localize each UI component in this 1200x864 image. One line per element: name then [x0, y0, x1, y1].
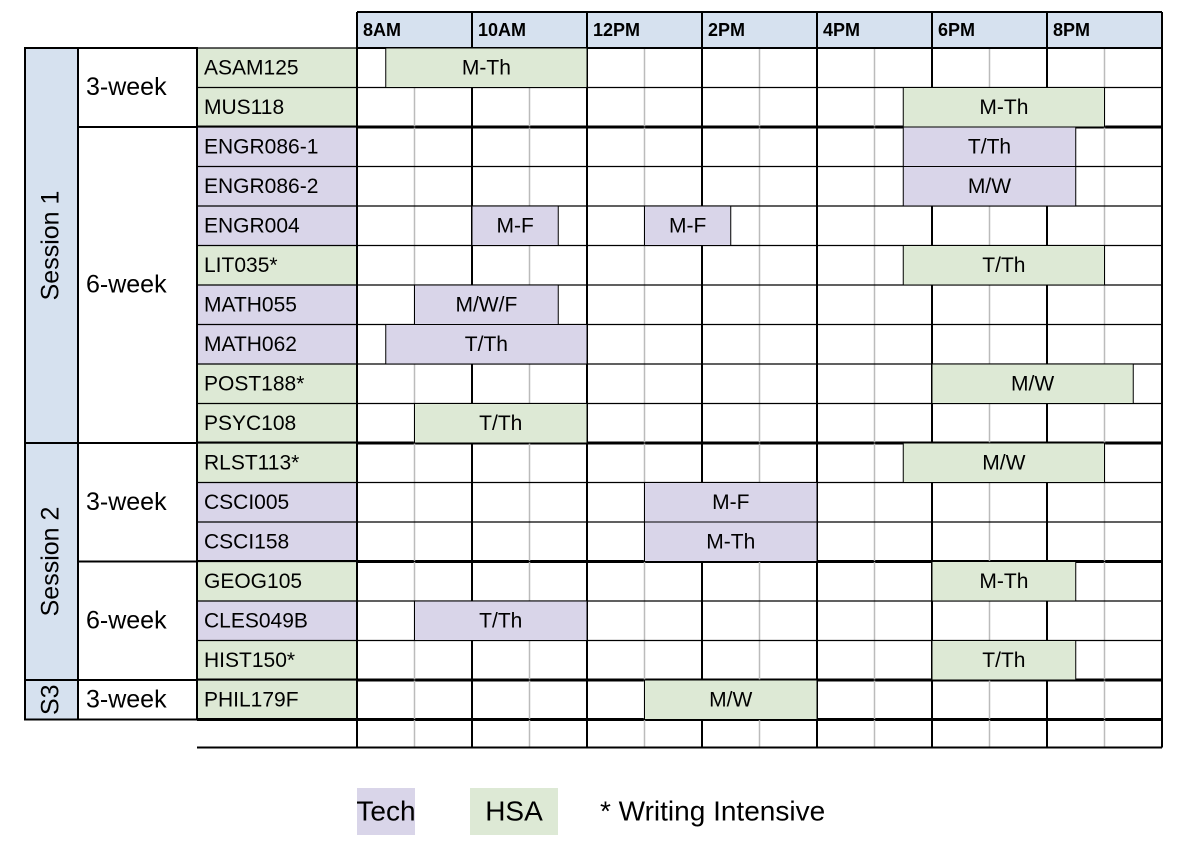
time-label: 4PM: [823, 20, 860, 40]
course-cell: [197, 48, 357, 88]
course-code: RLST113*: [204, 451, 299, 474]
course-cell: [197, 206, 357, 246]
class-block: [414, 284, 559, 325]
legend-label: Tech: [356, 795, 415, 826]
session-cell: [24, 679, 79, 721]
course-code: ASAM125: [204, 56, 299, 79]
time-label: 8PM: [1053, 20, 1090, 40]
course-code: CLES049B: [204, 609, 308, 632]
course-cell: [197, 166, 357, 206]
session-cell: [24, 442, 79, 681]
class-days: M-Th: [979, 96, 1028, 119]
course-cell: [197, 364, 357, 404]
course-code: CSCI158: [204, 530, 289, 553]
class-days: T/Th: [982, 649, 1025, 672]
class-days: M-F: [669, 214, 706, 237]
course-cell: [197, 87, 357, 127]
class-block: [414, 403, 588, 444]
course-cell: [197, 482, 357, 522]
course-code: PHIL179F: [204, 688, 299, 711]
legend-note: * Writing Intensive: [600, 795, 825, 826]
time-label: 6PM: [938, 20, 975, 40]
time-label: 10AM: [478, 20, 526, 40]
course-code: PSYC108: [204, 412, 296, 435]
class-days: M-Th: [706, 530, 755, 553]
course-cell: [197, 285, 357, 325]
course-code: CSCI005: [204, 491, 289, 514]
class-block: [644, 679, 818, 720]
legend-label: HSA: [485, 795, 543, 826]
class-days: T/Th: [968, 135, 1011, 158]
course-code: ENGR086-2: [204, 175, 318, 198]
course-code: POST188*: [204, 372, 304, 395]
time-label: 12PM: [593, 20, 640, 40]
course-code: MUS118: [204, 96, 284, 119]
class-days: T/Th: [465, 333, 508, 356]
course-cell: [197, 561, 357, 601]
course-code: LIT035*: [204, 254, 278, 277]
class-days: M-Th: [462, 56, 511, 79]
class-block: [644, 205, 732, 246]
course-code: MATH062: [204, 333, 297, 356]
class-days: T/Th: [479, 609, 522, 632]
session-label: S3: [37, 684, 65, 715]
class-block: [471, 205, 559, 246]
class-days: M/W: [968, 175, 1011, 198]
legend-swatch: [357, 788, 415, 835]
class-block: [385, 47, 588, 88]
course-cell: [197, 403, 357, 443]
class-days: M/W/F: [455, 293, 517, 316]
duration-label: 3-week: [86, 488, 167, 516]
course-cell: [197, 443, 357, 483]
class-block: [931, 640, 1077, 681]
session-label: Session 1: [37, 191, 65, 301]
course-cell: [197, 522, 357, 562]
header-bg: [357, 12, 1162, 48]
course-code: MATH055: [204, 293, 297, 316]
class-days: M-F: [496, 214, 533, 237]
class-block: [902, 442, 1105, 483]
class-block: [931, 363, 1134, 404]
duration-label: 3-week: [86, 73, 167, 101]
class-days: M/W: [1011, 372, 1054, 395]
class-days: M/W: [982, 451, 1025, 474]
duration-label: 3-week: [86, 685, 167, 713]
class-block: [931, 561, 1077, 602]
course-cell: [197, 680, 357, 720]
class-days: T/Th: [479, 412, 522, 435]
class-days: T/Th: [982, 254, 1025, 277]
class-days: M-Th: [979, 570, 1028, 593]
time-label: 2PM: [708, 20, 745, 40]
duration-label: 6-week: [86, 271, 167, 299]
class-block: [902, 245, 1105, 286]
class-block: [414, 600, 588, 641]
course-cell: [197, 601, 357, 641]
legend-swatch: [470, 788, 558, 835]
class-block: [385, 324, 588, 365]
course-cell: [197, 245, 357, 285]
course-cell: [197, 640, 357, 680]
class-days: M/W: [709, 688, 752, 711]
session-cell: [24, 47, 79, 444]
time-label: 8AM: [363, 20, 401, 40]
course-code: ENGR004: [204, 214, 300, 237]
course-cell: [197, 324, 357, 364]
course-code: ENGR086-1: [204, 135, 318, 158]
class-days: M-F: [712, 491, 749, 514]
class-block: [644, 482, 818, 523]
session-label: Session 2: [37, 507, 65, 617]
class-block: [902, 166, 1077, 207]
duration-label: 6-week: [86, 606, 167, 634]
class-block: [644, 521, 818, 562]
course-code: GEOG105: [204, 570, 302, 593]
course-cell: [197, 127, 357, 167]
class-block: [902, 87, 1105, 128]
course-code: HIST150*: [204, 649, 295, 672]
duration-cell: [77, 126, 198, 444]
